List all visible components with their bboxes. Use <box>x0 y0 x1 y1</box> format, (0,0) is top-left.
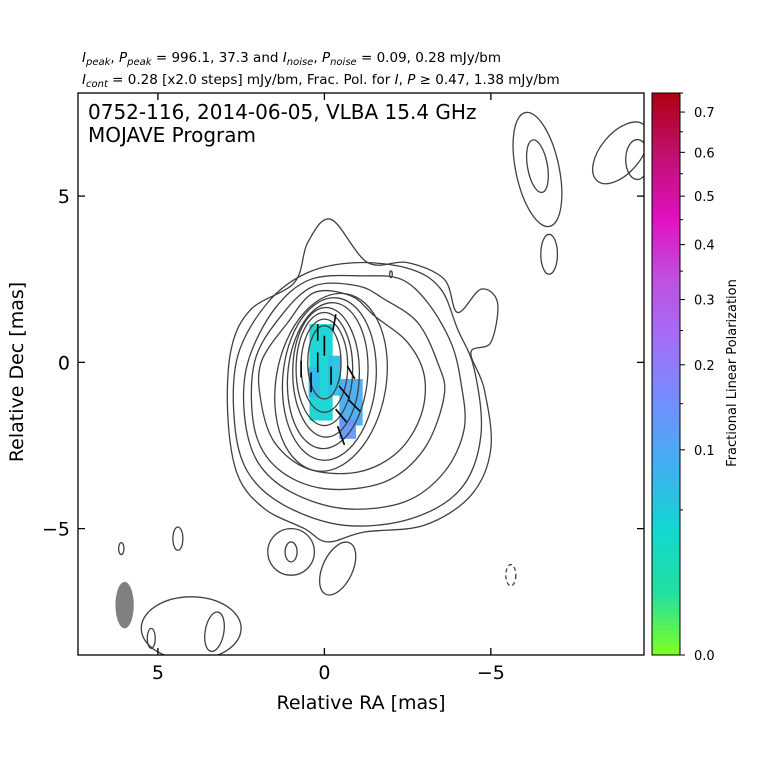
x-tick-label: 0 <box>318 662 330 684</box>
contour-level <box>242 274 466 510</box>
annotation-source-line: 0752-116, 2014-06-05, VLBA 15.4 GHz <box>88 100 476 124</box>
colorbar-tick-label: 0.0 <box>694 649 715 664</box>
evpa-stick <box>346 365 356 380</box>
evpa-stick <box>336 425 346 446</box>
colorbar-tick-label: 0.7 <box>694 106 715 121</box>
header-text: , <box>110 50 119 66</box>
frac-pol-patch <box>339 418 357 439</box>
contour-island <box>172 526 184 551</box>
contour-island <box>146 627 156 649</box>
contour-island <box>512 111 563 228</box>
contour-island <box>525 139 549 194</box>
axes: 5 0 −5 5 0 −5 <box>42 93 644 684</box>
header-symbol: P <box>407 72 416 88</box>
contour-island <box>117 541 125 556</box>
colorbar-tick-label: 0.1 <box>694 444 715 459</box>
contour-island <box>625 138 644 181</box>
y-tick-label: −5 <box>42 519 70 541</box>
beam-ellipse <box>115 581 134 629</box>
colorbar-tick-label: 0.3 <box>694 294 715 309</box>
core-contour <box>295 311 354 427</box>
frac-pol-patch <box>308 367 321 398</box>
negative-contour <box>505 563 517 587</box>
contour-level <box>232 261 483 527</box>
colorbar-tick-label: 0.6 <box>694 146 715 161</box>
contour-island <box>284 541 298 563</box>
colorbar <box>652 93 680 655</box>
header-text: = 0.09, 0.28 mJy/bm <box>357 50 501 66</box>
core-contour <box>274 292 388 472</box>
evpa-stick <box>335 408 347 423</box>
y-tick-label: 5 <box>58 186 70 208</box>
header-symbol: P <box>119 50 128 66</box>
core-contour <box>307 325 342 400</box>
contour-level <box>257 289 427 475</box>
contour-level <box>250 282 446 491</box>
x-tick-label: 5 <box>152 662 164 684</box>
plot-frame <box>77 92 645 656</box>
contour-island <box>388 270 393 279</box>
annotation-program-line: MOJAVE Program <box>88 123 256 147</box>
contour-island <box>591 121 644 185</box>
colorbar-frame <box>651 92 681 656</box>
core-contour <box>281 297 377 461</box>
header-symbol: I <box>82 72 86 88</box>
colorbar-tick-label: 0.2 <box>694 359 715 374</box>
evpa-stick <box>338 385 351 400</box>
header-subscript: noise <box>330 57 357 68</box>
x-axis-label: Relative RA [mas] <box>276 692 445 714</box>
contour-island <box>140 596 242 655</box>
colorbar-ticks: 0.0 0.1 0.2 0.3 0.4 0.5 0.6 0.7 <box>680 92 715 664</box>
contour-island <box>540 233 559 275</box>
evpa-stick <box>332 314 337 331</box>
contour-island <box>318 541 357 596</box>
core-contour <box>292 306 360 438</box>
colorbar-tick-label: 0.4 <box>694 239 715 254</box>
y-tick-label: 0 <box>58 352 70 374</box>
colorbar-tick-label: 0.5 <box>694 190 715 205</box>
core-contour <box>286 302 369 450</box>
header-subscript: cont <box>86 79 109 90</box>
header-line-1: Ipeak, Ppeak = 996.1, 37.3 and Inoise, P… <box>82 50 501 68</box>
header-text: = 996.1, 37.3 and <box>152 50 283 66</box>
header-text: , <box>313 50 322 66</box>
contour-island <box>267 527 316 576</box>
colorbar-label: Fractional Linear Polarization <box>725 279 740 467</box>
plot-area <box>115 111 644 655</box>
header-text: , <box>399 72 408 88</box>
header-subscript: peak <box>85 57 112 68</box>
header-symbol: I <box>283 50 287 66</box>
header-symbol: I <box>82 50 86 66</box>
y-axis-label: Relative Dec [mas] <box>6 282 28 462</box>
header-symbol: P <box>322 50 331 66</box>
frac-pol-patch <box>327 355 342 396</box>
header-text: ≥ 0.47, 1.38 mJy/bm <box>415 72 559 88</box>
header-subscript: noise <box>287 57 314 68</box>
evpa-stick <box>347 399 361 413</box>
header-text: = 0.28 [x2.0 steps] mJy/bm, Frac. Pol. f… <box>108 72 395 88</box>
header-line-2: Icont = 0.28 [x2.0 steps] mJy/bm, Frac. … <box>82 72 560 90</box>
contour-level <box>226 218 499 543</box>
header-subscript: peak <box>126 57 153 68</box>
header-symbol: I <box>395 72 399 88</box>
x-tick-label: −5 <box>477 662 505 684</box>
contour-island <box>204 611 225 653</box>
